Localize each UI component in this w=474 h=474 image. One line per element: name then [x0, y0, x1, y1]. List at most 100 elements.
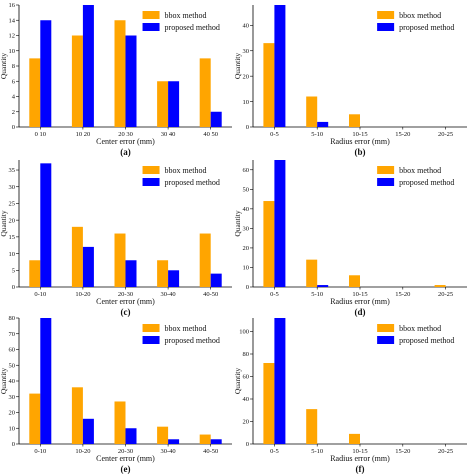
panel-e-y-tick-label: 50 [9, 362, 16, 369]
panel-e-y-tick-label: 10 [9, 425, 16, 432]
panel-a-bar-bbox [157, 81, 169, 127]
panel-a-legend-label: bbox method [165, 11, 207, 20]
panel-f-caption: (f) [356, 464, 365, 474]
panel-e-bar-proposed [168, 439, 180, 444]
panel-d-x-axis-label: Radius error (mm) [330, 297, 390, 306]
panel-f-x-tick-label: 15-20 [395, 448, 410, 455]
panel-a-bar-bbox [71, 35, 83, 127]
panel-c-y-tick-label: 15 [9, 234, 16, 241]
panel-a-y-tick-label: 4 [12, 94, 16, 101]
panel-d-legend-label: bbox method [399, 166, 441, 175]
panel-e-caption: (e) [121, 464, 131, 474]
panel-c-legend-label: bbox method [165, 166, 207, 175]
panel-c-x-tick-label: 40-50 [203, 291, 218, 298]
panel-e-bar-bbox [71, 387, 83, 444]
panel-a-y-tick-label: 14 [9, 17, 16, 24]
panel-a-bar-proposed [82, 5, 94, 127]
panel-d-y-tick-label: 0 [246, 284, 249, 291]
panel-f-x-tick-label: 0-5 [270, 448, 279, 455]
panel-c-x-tick-label: 30-40 [161, 291, 176, 298]
panel-a-legend-label: proposed method [165, 23, 220, 32]
panel-a-x-tick-label: 0 10 [35, 131, 46, 138]
panel-c-y-tick-label: 0 [12, 284, 15, 291]
panel-a-y-tick-label: 12 [9, 33, 16, 40]
panel-c-x-tick-label: 10-20 [75, 291, 90, 298]
panel-b-bar-proposed [274, 5, 286, 127]
panel-c-y-axis-label: Quantity [0, 210, 8, 236]
panel-a-y-tick-label: 10 [9, 48, 16, 55]
panel-e-x-tick-label: 20-30 [118, 448, 133, 455]
panel-c-x-tick-label: 20-30 [118, 291, 133, 298]
panel-c-x-tick-label: 0-10 [34, 291, 46, 298]
panel-d-bar-proposed [317, 285, 329, 287]
panel-e-x-tick-label: 30-40 [161, 448, 176, 455]
panel-d-x-tick-label: 10-15 [352, 291, 367, 298]
panel-c-bar-proposed [40, 163, 52, 287]
panel-f-x-tick-label: 10-15 [352, 448, 367, 455]
panel-c-bar-bbox [29, 260, 41, 287]
panel-c-y-tick-label: 35 [9, 167, 16, 174]
panel-d-bar-proposed [274, 160, 286, 287]
panel-c-bar-bbox [157, 260, 169, 287]
panel-d-y-tick-label: 50 [243, 187, 250, 194]
panel-c-legend-label: proposed method [165, 178, 220, 187]
panel-c-bar-bbox [114, 233, 126, 287]
panel-f-y-tick-label: 60 [243, 374, 250, 381]
panel-d-legend-label: proposed method [399, 178, 454, 187]
panel-a-bar-bbox [114, 20, 126, 127]
panel-e-legend-label: proposed method [165, 336, 220, 345]
panel-e-x-tick-label: 40-50 [203, 448, 218, 455]
panel-e-y-tick-label: 30 [9, 394, 16, 401]
panel-a-y-tick-label: 6 [12, 78, 16, 85]
panel-d-y-axis-label: Quantity [233, 210, 242, 236]
panel-b-legend-swatch [377, 23, 395, 31]
panel-f-legend-label: bbox method [399, 324, 441, 333]
panel-d-caption: (d) [355, 307, 366, 317]
panel-b-bar-proposed [317, 121, 329, 127]
panel-a-y-tick-label: 8 [12, 63, 15, 70]
panel-a-y-axis-label: Quantity [0, 53, 8, 79]
panel-e-bar-bbox [199, 434, 211, 444]
panel-b-y-tick-label: 30 [243, 48, 250, 55]
panel-e-x-tick-label: 0-10 [34, 448, 46, 455]
panel-c-bar-proposed [210, 273, 222, 287]
panel-c-caption: (c) [121, 307, 131, 317]
panel-c-y-tick-label: 25 [9, 201, 16, 208]
panel-d-y-tick-label: 30 [243, 226, 250, 233]
panel-c-bar-proposed [168, 270, 180, 287]
panel-d-legend-swatch [377, 178, 395, 186]
panel-a-bar-bbox [29, 58, 41, 127]
panel-f-bar-bbox [349, 433, 360, 444]
panel-d-legend-swatch [377, 166, 395, 174]
panel-a-x-tick-label: 20 30 [118, 131, 133, 138]
panel-b-x-tick-label: 10-15 [352, 131, 367, 138]
panel-d-y-tick-label: 10 [243, 265, 250, 272]
panel-f-legend-swatch [377, 336, 395, 344]
panel-c-bar-proposed [125, 260, 137, 287]
panel-f-x-tick-label: 20-25 [438, 448, 453, 455]
panel-e-legend-label: bbox method [165, 324, 207, 333]
panel-e-y-tick-label: 80 [9, 315, 16, 322]
panel-e-bar-bbox [157, 426, 169, 444]
panel-f-y-tick-label: 40 [243, 396, 250, 403]
panel-b-legend-swatch [377, 11, 395, 19]
panel-c-x-axis-label: Center error (mm) [96, 297, 155, 306]
panel-f-y-tick-label: 100 [239, 329, 249, 336]
panel-a-y-tick-label: 0 [12, 124, 15, 131]
panel-a-y-tick-label: 2 [12, 109, 15, 116]
panel-c-legend-swatch [142, 178, 160, 186]
panel-f-y-tick-label: 0 [246, 441, 249, 448]
panel-c-bar-bbox [199, 233, 211, 287]
panel-e-bar-bbox [29, 393, 41, 444]
panel-f-x-tick-label: 5-10 [311, 448, 323, 455]
panel-b-legend-label: proposed method [399, 23, 454, 32]
panel-d-bar-bbox [306, 259, 318, 287]
panel-d-x-tick-label: 15-20 [395, 291, 410, 298]
panel-f-bar-bbox [306, 409, 318, 444]
panel-f-bar-proposed [274, 318, 286, 444]
panel-b-y-tick-label: 0 [246, 124, 249, 131]
panel-c-y-tick-label: 5 [12, 267, 15, 274]
panel-c-bar-proposed [82, 246, 94, 287]
panel-f-x-axis-label: Radius error (mm) [330, 454, 390, 463]
